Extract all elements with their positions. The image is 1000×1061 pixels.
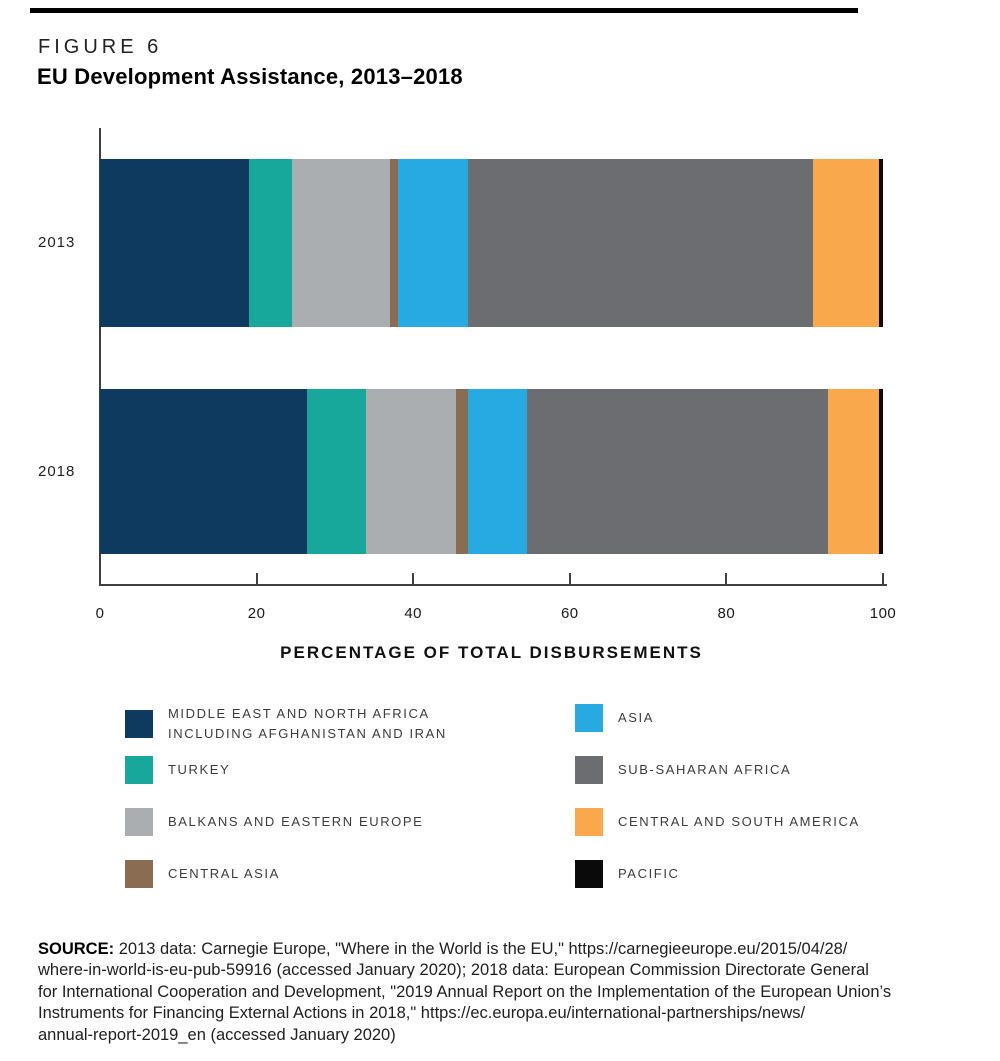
x-tick-label: 40 [404,605,423,622]
x-tick [882,573,884,586]
bar-row-2013 [100,159,883,327]
bar-segment [366,389,457,554]
legend-swatch [575,808,603,836]
bar-segment [100,389,308,554]
bar-row-2018 [100,389,883,554]
plot-area: 2013 2018 0 20 40 60 80 100 [38,128,896,622]
source-text: 2013 data: Carnegie Europe, "Where in th… [38,939,892,1044]
legend-item: BALKANS AND EASTERN EUROPE [125,808,423,836]
legend-item: CENTRAL ASIA [125,860,280,888]
legend-label: ASIA [618,709,655,725]
legend-item: ASIA [575,704,654,732]
legend: MIDDLE EAST AND NORTH AFRICA INCLUDING A… [125,704,985,904]
legend-swatch [125,710,153,739]
source-label: SOURCE: [38,939,115,958]
bar-category-label: 2013 [38,234,76,251]
legend-swatch [575,704,603,732]
x-tick-label: 20 [247,605,266,622]
x-tick [725,573,728,586]
x-axis-title: PERCENTAGE OF TOTAL DISBURSEMENTS [280,643,703,662]
legend-item: MIDDLE EAST AND NORTH AFRICA INCLUDING A… [125,704,447,744]
bar-segment [456,389,468,554]
bar-segment [828,389,880,554]
bar-segment [389,159,398,327]
legend-label: MIDDLE EAST AND NORTH AFRICA INCLUDING A… [168,706,447,742]
x-tick [568,573,571,586]
legend-swatch [125,808,153,836]
x-tick-label: 0 [95,605,105,622]
legend-swatch [575,860,603,888]
bar-category-label: 2018 [38,462,76,480]
legend-label: BALKANS AND EASTERN EUROPE [168,813,424,829]
legend-swatch [575,756,603,784]
y-axis-line [99,128,101,586]
bar-segment [307,389,367,554]
legend-label: PACIFIC [618,865,680,881]
figure-kicker: FIGURE 6 [38,36,163,58]
bar-segment [879,389,883,554]
legend-label: CENTRAL ASIA [168,865,280,881]
x-tick [412,573,415,586]
legend-item: PACIFIC [575,860,680,888]
legend-item: CENTRAL AND SOUTH AMERICA [575,808,860,836]
figure-title: EU Development Assistance, 2013–2018 [37,64,463,89]
x-tick-label: 60 [560,605,579,622]
legend-swatch [125,860,153,888]
bar-segment [397,159,468,327]
legend-label: SUB-SAHARAN AFRICA [618,761,792,777]
legend-label: TURKEY [168,761,231,777]
bar-segment [467,389,527,554]
bar-segment [879,159,883,327]
source-note: SOURCE: 2013 data: Carnegie Europe, "Whe… [38,939,968,1047]
x-tick-label: 100 [869,605,897,622]
x-axis-line [99,584,887,586]
bar-segment [812,159,880,327]
legend-label: CENTRAL AND SOUTH AMERICA [618,813,860,829]
legend-swatch [125,756,153,784]
top-rule [30,8,858,13]
bar-segment [248,159,292,327]
legend-item: TURKEY [125,756,230,784]
x-tick-label: 80 [717,605,736,622]
legend-item: SUB-SAHARAN AFRICA [575,756,791,784]
x-tick [255,573,258,586]
bar-segment [526,389,829,554]
bar-segment [291,159,390,327]
bar-segment [468,159,813,327]
bar-segment [100,159,249,327]
